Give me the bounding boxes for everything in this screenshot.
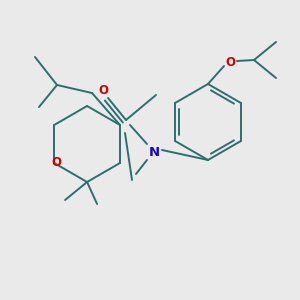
Text: N: N bbox=[148, 146, 160, 158]
Text: O: O bbox=[51, 157, 61, 169]
Text: O: O bbox=[225, 56, 235, 68]
Text: O: O bbox=[98, 83, 108, 97]
